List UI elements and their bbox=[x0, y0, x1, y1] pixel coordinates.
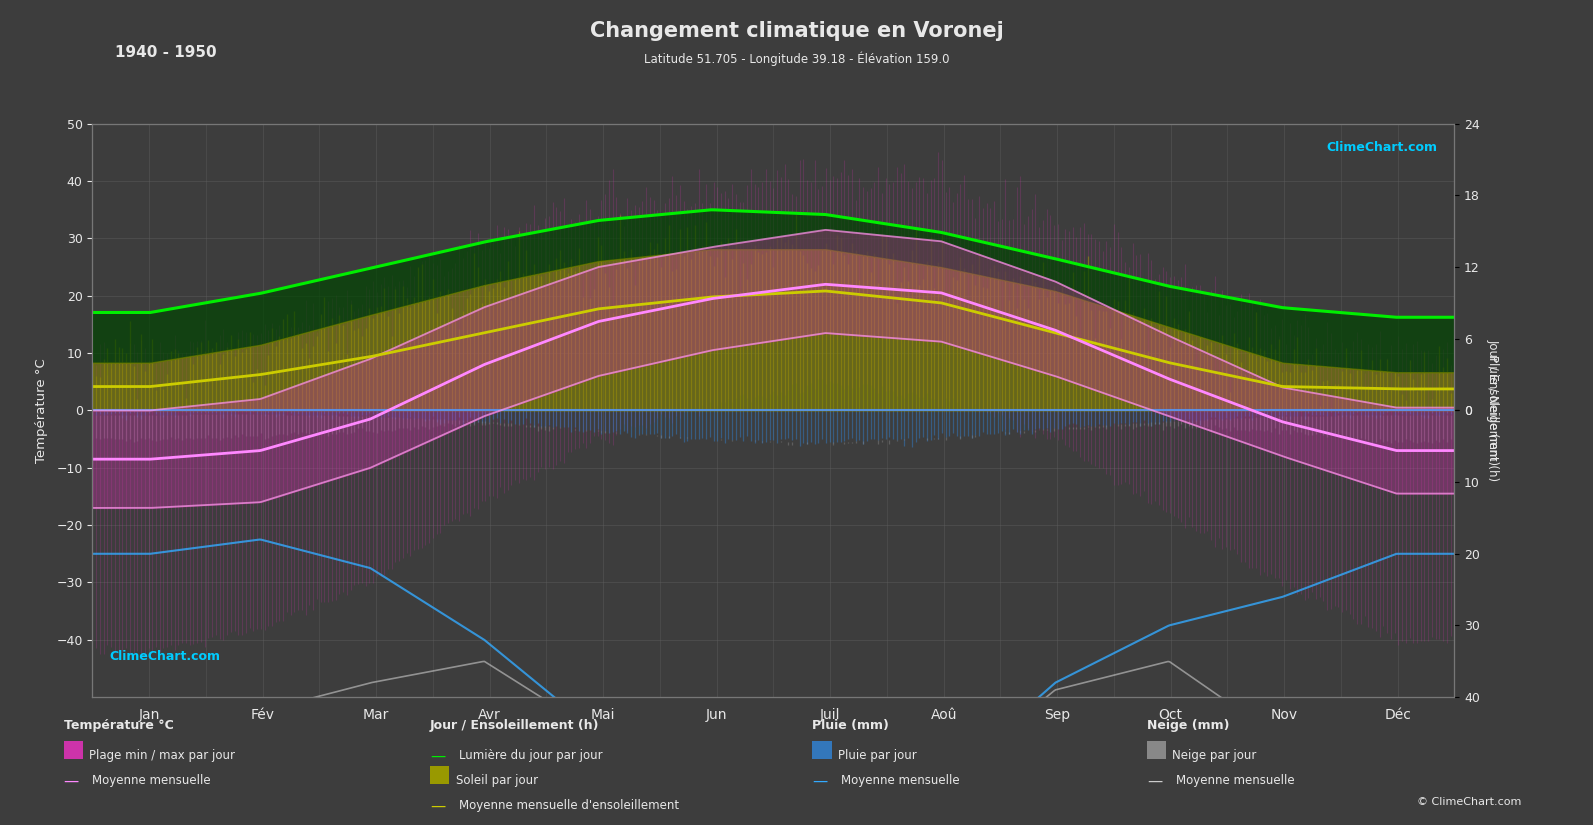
Y-axis label: Température °C: Température °C bbox=[35, 358, 48, 463]
Text: Neige par jour: Neige par jour bbox=[1172, 749, 1257, 762]
Text: —: — bbox=[430, 749, 446, 764]
Text: Moyenne mensuelle: Moyenne mensuelle bbox=[841, 774, 959, 787]
Text: Latitude 51.705 - Longitude 39.18 - Élévation 159.0: Latitude 51.705 - Longitude 39.18 - Élév… bbox=[644, 51, 949, 66]
Text: ClimeChart.com: ClimeChart.com bbox=[110, 650, 220, 662]
Text: —: — bbox=[430, 799, 446, 813]
Text: Pluie par jour: Pluie par jour bbox=[838, 749, 916, 762]
Text: Moyenne mensuelle d'ensoleillement: Moyenne mensuelle d'ensoleillement bbox=[459, 799, 679, 812]
Text: Température °C: Température °C bbox=[64, 719, 174, 733]
Text: Moyenne mensuelle: Moyenne mensuelle bbox=[1176, 774, 1294, 787]
Text: Plage min / max par jour: Plage min / max par jour bbox=[89, 749, 236, 762]
Y-axis label: Jour / Ensoleillement (h): Jour / Ensoleillement (h) bbox=[1486, 339, 1499, 482]
Y-axis label: Pluie / Neige (mm): Pluie / Neige (mm) bbox=[1486, 356, 1499, 465]
Text: Lumière du jour par jour: Lumière du jour par jour bbox=[459, 749, 602, 762]
Text: 1940 - 1950: 1940 - 1950 bbox=[115, 45, 217, 60]
Text: Neige (mm): Neige (mm) bbox=[1147, 719, 1230, 733]
Text: Changement climatique en Voronej: Changement climatique en Voronej bbox=[589, 21, 1004, 40]
Text: © ClimeChart.com: © ClimeChart.com bbox=[1416, 797, 1521, 807]
Text: ClimeChart.com: ClimeChart.com bbox=[1327, 141, 1437, 154]
Text: Pluie (mm): Pluie (mm) bbox=[812, 719, 889, 733]
Text: Soleil par jour: Soleil par jour bbox=[456, 774, 538, 787]
Text: —: — bbox=[64, 774, 80, 789]
Text: Moyenne mensuelle: Moyenne mensuelle bbox=[92, 774, 210, 787]
Text: Jour / Ensoleillement (h): Jour / Ensoleillement (h) bbox=[430, 719, 599, 733]
Text: —: — bbox=[1147, 774, 1163, 789]
Text: —: — bbox=[812, 774, 828, 789]
